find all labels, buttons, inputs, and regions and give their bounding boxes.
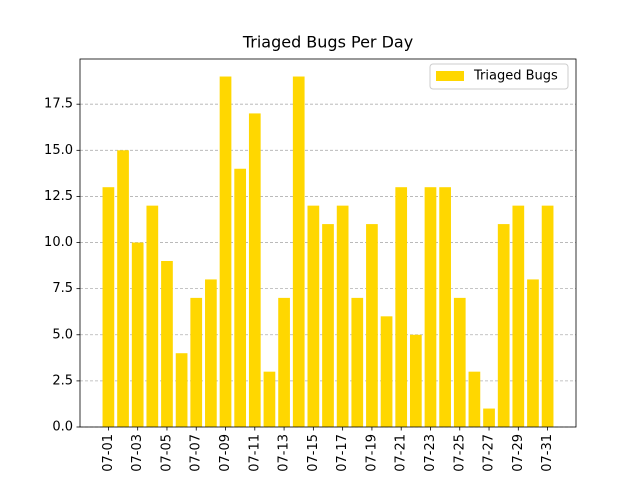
bar — [512, 205, 525, 427]
x-tick-label: 07-17 — [335, 434, 350, 472]
bar — [497, 224, 510, 427]
bar — [131, 242, 144, 427]
y-tick-label: 15.0 — [44, 143, 73, 158]
bar — [541, 205, 554, 427]
bar — [205, 279, 217, 427]
x-tick-label: 07-31 — [540, 434, 555, 472]
bar — [292, 76, 305, 428]
y-tick-label: 2.5 — [52, 373, 73, 388]
bar — [322, 224, 334, 427]
bar — [234, 168, 247, 427]
bar — [307, 205, 320, 427]
bar — [439, 187, 451, 427]
bar — [468, 371, 481, 427]
bar — [409, 334, 422, 427]
bar — [263, 371, 276, 427]
x-tick-label: 07-11 — [247, 434, 262, 472]
bar — [395, 187, 408, 427]
x-tick-label: 07-05 — [159, 434, 174, 472]
bar — [424, 187, 437, 427]
x-tick-label: 07-19 — [364, 434, 379, 472]
x-tick-label: 07-23 — [423, 434, 438, 472]
legend-swatch — [436, 71, 464, 81]
y-tick-label: 5.0 — [52, 327, 73, 342]
bar — [102, 187, 115, 427]
y-tick-label: 0.0 — [52, 420, 73, 435]
bar — [161, 260, 173, 427]
bar — [248, 113, 261, 427]
x-tick-label: 07-07 — [189, 434, 204, 472]
bar — [117, 150, 129, 427]
y-tick-label: 10.0 — [44, 235, 73, 250]
bar — [146, 205, 159, 427]
y-tick-label: 12.5 — [44, 189, 73, 204]
axes-frame — [79, 58, 577, 428]
legend-label: Triaged Bugs — [473, 69, 558, 84]
x-tick-label: 07-15 — [306, 434, 321, 472]
legend-box — [429, 63, 569, 90]
y-tick-label: 17.5 — [44, 97, 73, 112]
bar — [190, 297, 203, 427]
x-tick-label: 07-27 — [482, 434, 497, 472]
bar — [175, 353, 188, 427]
x-tick-label: 07-01 — [101, 434, 116, 472]
bar — [380, 316, 393, 427]
bar — [219, 76, 232, 428]
x-tick-label: 07-03 — [130, 434, 145, 472]
bar — [453, 297, 466, 427]
bar — [351, 297, 364, 427]
bar — [366, 224, 378, 427]
y-tick-label: 7.5 — [52, 281, 73, 296]
bar — [336, 205, 349, 427]
x-tick-label: 07-21 — [394, 434, 409, 472]
bar — [278, 297, 290, 427]
x-tick-label: 07-29 — [511, 434, 526, 472]
bar — [527, 279, 539, 427]
chart-title: Triaged Bugs Per Day — [242, 33, 413, 52]
x-tick-label: 07-09 — [218, 434, 233, 472]
bar — [483, 408, 495, 427]
x-tick-label: 07-25 — [452, 434, 467, 472]
x-tick-label: 07-13 — [277, 434, 292, 472]
